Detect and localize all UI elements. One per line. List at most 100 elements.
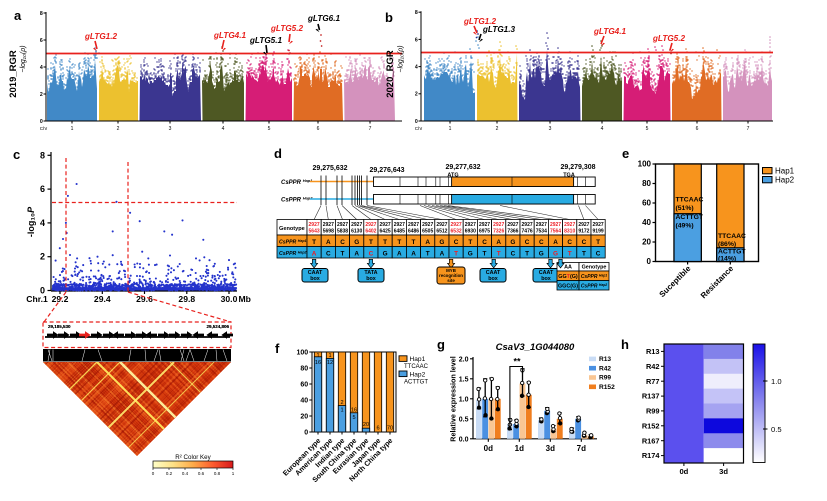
svg-text:Hap2: Hap2 (775, 176, 795, 185)
svg-text:site: site (447, 278, 455, 283)
svg-text:7: 7 (747, 126, 750, 132)
svg-text:Chr: Chr (415, 126, 423, 131)
svg-text:C: C (525, 239, 530, 246)
svg-text:C: C (567, 239, 572, 246)
svg-text:d: d (274, 146, 282, 161)
svg-text:0.5: 0.5 (771, 425, 782, 434)
svg-text:2: 2 (415, 92, 418, 98)
svg-text:Mb: Mb (239, 294, 251, 304)
svg-text:2: 2 (40, 92, 43, 98)
svg-text:-log₁₀P: -log₁₀P (26, 206, 36, 237)
svg-text:70: 70 (387, 426, 393, 432)
svg-text:7564: 7564 (550, 229, 561, 235)
svg-text:29,276,643: 29,276,643 (369, 167, 404, 174)
svg-text:T: T (312, 239, 316, 246)
svg-text:2927: 2927 (351, 222, 362, 228)
svg-text:100: 100 (297, 349, 309, 356)
svg-text:ACTTGT: ACTTGT (676, 214, 704, 221)
svg-text:0d: 0d (679, 467, 688, 476)
svg-text:R13: R13 (599, 356, 611, 363)
svg-text:gLTG5.1: gLTG5.1 (249, 36, 283, 45)
svg-text:−log₁₀(ρ): −log₁₀(ρ) (398, 45, 405, 72)
svg-text:2927: 2927 (408, 222, 419, 228)
svg-text:(49%): (49%) (676, 223, 694, 230)
svg-text:2927: 2927 (394, 222, 405, 228)
svg-text:30.0: 30.0 (221, 294, 238, 304)
svg-text:AA: AA (564, 265, 572, 271)
svg-text:A: A (440, 251, 445, 258)
svg-text:4: 4 (601, 126, 604, 132)
svg-text:2927: 2927 (493, 222, 504, 228)
svg-text:1d: 1d (515, 444, 524, 453)
svg-text:GGT(G): GGT(G) (558, 274, 578, 280)
svg-text:5698: 5698 (323, 229, 334, 235)
svg-text:T: T (582, 251, 586, 258)
svg-text:2019_RGR: 2019_RGR (8, 50, 19, 98)
svg-text:2927: 2927 (422, 222, 433, 228)
svg-text:29,275,632: 29,275,632 (312, 165, 347, 172)
svg-text:4: 4 (222, 126, 225, 132)
svg-text:gLTG4.1: gLTG4.1 (213, 31, 247, 40)
svg-text:2: 2 (340, 400, 343, 406)
svg-text:TATA: TATA (364, 270, 377, 276)
svg-text:1: 1 (71, 126, 74, 132)
svg-text:G: G (354, 239, 359, 246)
svg-text:80: 80 (642, 179, 651, 188)
svg-text:(14%): (14%) (718, 256, 736, 263)
svg-text:3d: 3d (546, 444, 555, 453)
svg-text:R99: R99 (599, 375, 611, 382)
svg-text:16: 16 (315, 360, 321, 366)
svg-text:6: 6 (317, 126, 320, 132)
svg-text:box: box (310, 276, 320, 282)
svg-text:29,185,530: 29,185,530 (48, 324, 71, 329)
svg-text:2927: 2927 (309, 222, 320, 228)
svg-text:1.0: 1.0 (459, 396, 469, 403)
svg-text:gLTG1.3: gLTG1.3 (482, 25, 516, 34)
svg-text:0.2: 0.2 (166, 471, 173, 476)
svg-text:CsPPR Hap1: CsPPR Hap1 (279, 239, 307, 246)
svg-text:7534: 7534 (536, 229, 547, 235)
svg-text:TTCAAC: TTCAAC (676, 197, 704, 204)
svg-text:CAAT: CAAT (308, 270, 323, 276)
svg-text:CsPPR Hap2: CsPPR Hap2 (581, 283, 607, 290)
svg-text:6975: 6975 (479, 229, 490, 235)
svg-text:2927: 2927 (465, 222, 476, 228)
svg-text:0d: 0d (484, 444, 493, 453)
svg-text:2927: 2927 (380, 222, 391, 228)
svg-text:T: T (497, 251, 501, 258)
svg-text:(86%): (86%) (718, 241, 736, 248)
svg-text:2: 2 (40, 252, 45, 262)
svg-text:G: G (468, 251, 473, 258)
svg-text:Relative expression level: Relative expression level (449, 356, 458, 442)
svg-text:1.0: 1.0 (771, 377, 782, 386)
svg-text:A: A (354, 251, 359, 258)
svg-text:0.0: 0.0 (459, 436, 469, 443)
svg-text:T: T (397, 239, 401, 246)
svg-text:T: T (412, 239, 416, 246)
svg-text:6: 6 (696, 126, 699, 132)
svg-text:0.8: 0.8 (214, 471, 221, 476)
svg-text:8: 8 (415, 10, 418, 16)
svg-text:R42: R42 (599, 365, 611, 372)
svg-text:c: c (13, 147, 20, 162)
svg-text:A: A (397, 251, 402, 258)
svg-text:b: b (385, 10, 393, 25)
svg-text:T: T (341, 251, 345, 258)
svg-text:CsaV3_1G044080: CsaV3_1G044080 (496, 342, 575, 353)
svg-text:2927: 2927 (536, 222, 547, 228)
svg-text:100: 100 (638, 160, 652, 169)
svg-text:CsPPR Hap2: CsPPR Hap2 (279, 251, 307, 258)
svg-text:0: 0 (647, 257, 652, 266)
svg-text:7d: 7d (577, 444, 586, 453)
svg-text:20: 20 (300, 413, 308, 420)
svg-text:C: C (326, 251, 331, 258)
svg-text:G: G (383, 251, 388, 258)
svg-text:1: 1 (340, 408, 343, 414)
svg-text:29.6: 29.6 (136, 294, 153, 304)
svg-text:A: A (553, 239, 558, 246)
svg-text:0.5: 0.5 (459, 416, 469, 423)
svg-text:C: C (582, 239, 587, 246)
svg-text:T: T (454, 251, 458, 258)
svg-text:R167: R167 (642, 436, 660, 445)
svg-text:9199: 9199 (593, 229, 604, 235)
